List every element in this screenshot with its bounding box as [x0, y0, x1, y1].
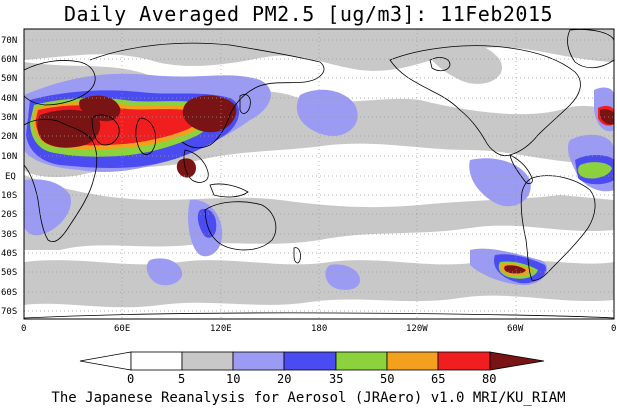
lon-label: 180 — [311, 324, 327, 334]
graticule — [24, 29, 614, 319]
lat-label: 10S — [1, 191, 17, 201]
lon-label: 0 — [611, 324, 616, 334]
latitude-labels: 70N 60N 50N 40N 30N 20N 10N EQ 10S 20S 3… — [1, 36, 17, 317]
lon-label: 120E — [210, 324, 232, 334]
colorbar-segment — [437, 351, 491, 371]
lat-label: 10N — [1, 152, 17, 162]
lat-label: 50S — [1, 268, 17, 278]
coastlines — [24, 29, 614, 319]
lat-label: EQ — [5, 172, 16, 182]
lon-label: 120W — [406, 324, 428, 334]
colorbar-segment — [130, 351, 183, 371]
lat-label: 30N — [1, 113, 17, 123]
lat-label: 30S — [1, 230, 17, 240]
lat-label: 60S — [1, 288, 17, 298]
lat-label: 70S — [1, 307, 17, 317]
colorbar-tick: 5 — [178, 372, 185, 386]
footer-credit: The Japanese Reanalysis for Aerosol (JRA… — [51, 390, 566, 406]
colorbar: 0 5 10 20 35 50 65 80 — [79, 351, 545, 386]
colorbar-segment — [232, 351, 285, 371]
longitude-labels: 0 60E 120E 180 120W 60W 0 — [21, 324, 616, 334]
colorbar-tick: 80 — [482, 372, 496, 386]
colorbar-segment — [283, 351, 337, 371]
lat-label: 20N — [1, 132, 17, 142]
colorbar-segment — [386, 351, 439, 371]
lon-label: 0 — [21, 324, 26, 334]
lon-label: 60W — [507, 324, 524, 334]
map-title: Daily Averaged PM2.5 [ug/m3]: 11Feb2015 — [63, 2, 554, 26]
concentration-field — [24, 29, 614, 308]
lat-label: 60N — [1, 55, 17, 65]
colorbar-segment — [335, 351, 388, 371]
colorbar-tick: 0 — [127, 372, 134, 386]
colorbar-tick: 20 — [277, 372, 291, 386]
colorbar-segment — [181, 351, 234, 371]
lat-label: 70N — [1, 36, 17, 46]
colorbar-high-arrow — [489, 351, 545, 371]
colorbar-tick: 65 — [431, 372, 445, 386]
lat-label: 50N — [1, 74, 17, 84]
lon-label: 60E — [114, 324, 130, 334]
map-frame — [23, 28, 615, 320]
colorbar-tick: 10 — [226, 372, 240, 386]
colorbar-tick: 35 — [329, 372, 343, 386]
lat-label: 40N — [1, 94, 17, 104]
colorbar-low-arrow — [79, 351, 132, 371]
lat-label: 40S — [1, 249, 17, 259]
lat-label: 20S — [1, 210, 17, 220]
colorbar-tick: 50 — [380, 372, 394, 386]
